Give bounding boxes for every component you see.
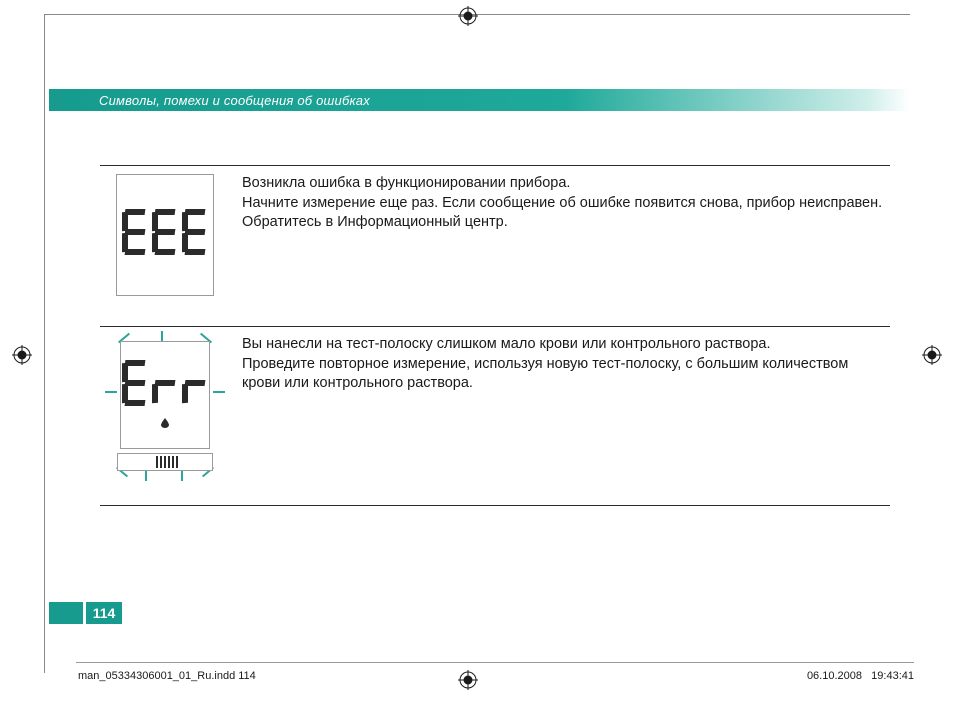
error-description: Возникла ошибка в функционировании прибо… bbox=[242, 174, 890, 233]
page-number-lead bbox=[49, 602, 83, 624]
lcd-display-eee bbox=[116, 174, 214, 296]
lcd-char-r bbox=[152, 360, 178, 406]
lcd-display-column bbox=[100, 335, 230, 475]
lcd-char-r bbox=[182, 360, 208, 406]
footer-time: 19:43:41 bbox=[871, 670, 914, 682]
divider bbox=[100, 505, 890, 506]
lcd-display-err-flashing bbox=[111, 335, 219, 475]
page-number-bar: 114 bbox=[49, 602, 122, 624]
footer-date: 06.10.2008 bbox=[807, 670, 862, 682]
lcd-display-err bbox=[120, 341, 210, 449]
registration-mark-icon bbox=[12, 345, 32, 365]
lcd-display-column bbox=[100, 174, 230, 296]
section-header-bar: Символы, помехи и сообщения об ошибках bbox=[49, 89, 910, 111]
registration-mark-icon bbox=[458, 6, 478, 26]
error-description: Вы нанесли на тест-полоску слишком мало … bbox=[242, 335, 890, 394]
footer-filename: man_05334306001_01_Ru.indd 114 bbox=[78, 670, 256, 682]
registration-mark-icon bbox=[458, 670, 478, 690]
page-number: 114 bbox=[86, 602, 122, 624]
registration-mark-icon bbox=[922, 345, 942, 365]
blood-drop-icon bbox=[161, 418, 169, 428]
lcd-char-e bbox=[122, 360, 148, 406]
section-header-title: Символы, помехи и сообщения об ошибках bbox=[49, 93, 370, 108]
error-entry: Возникла ошибка в функционировании прибо… bbox=[100, 166, 890, 326]
footer-divider bbox=[76, 662, 914, 663]
footer-timestamp: 06.10.2008 19:43:41 bbox=[807, 670, 914, 682]
lcd-char-e bbox=[152, 209, 178, 255]
error-entry: Вы нанесли на тест-полоску слишком мало … bbox=[100, 327, 890, 505]
test-strip-slot-icon bbox=[117, 453, 213, 471]
lcd-char-e bbox=[182, 209, 208, 255]
content-area: Возникла ошибка в функционировании прибо… bbox=[100, 165, 890, 506]
lcd-char-e bbox=[122, 209, 148, 255]
